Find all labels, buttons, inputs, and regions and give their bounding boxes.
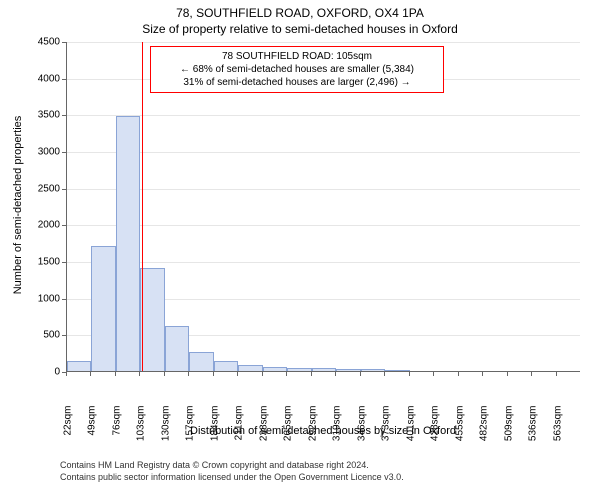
y-gridline [67, 225, 580, 226]
y-gridline [67, 115, 580, 116]
chart-title-line1: 78, SOUTHFIELD ROAD, OXFORD, OX4 1PA [0, 6, 600, 20]
histogram-bar [336, 369, 360, 371]
y-tick-label: 1500 [0, 257, 64, 268]
histogram-bar [385, 370, 409, 371]
y-tick-label: 3500 [0, 110, 64, 121]
footer: Contains HM Land Registry data © Crown c… [60, 460, 404, 483]
x-tick-mark [433, 372, 434, 376]
y-tick-label: 500 [0, 330, 64, 341]
y-tick-label: 1000 [0, 293, 64, 304]
x-tick-mark [213, 372, 214, 376]
histogram-bar [67, 361, 91, 371]
annotation-line: 78 SOUTHFIELD ROAD: 105sqm [157, 50, 437, 63]
x-tick-mark [237, 372, 238, 376]
subject-marker-line [142, 42, 143, 371]
y-tick-label: 0 [0, 367, 64, 378]
x-tick-mark [188, 372, 189, 376]
histogram-bar [361, 369, 385, 371]
annotation-box: 78 SOUTHFIELD ROAD: 105sqm← 68% of semi-… [150, 46, 444, 93]
y-gridline [67, 189, 580, 190]
x-tick-mark [90, 372, 91, 376]
x-tick-mark [139, 372, 140, 376]
histogram-bar [189, 352, 213, 371]
y-tick-label: 3000 [0, 147, 64, 158]
histogram-bar [287, 368, 311, 371]
histogram-bar [214, 361, 238, 371]
x-tick-mark [286, 372, 287, 376]
histogram-bar [91, 246, 115, 371]
histogram-bar [312, 368, 336, 371]
x-tick-mark [66, 372, 67, 376]
y-tick-label: 2000 [0, 220, 64, 231]
histogram-bar [263, 367, 287, 371]
x-tick-mark [335, 372, 336, 376]
y-gridline [67, 42, 580, 43]
histogram-bar [165, 326, 189, 371]
histogram-bar [116, 116, 140, 371]
footer-line: Contains HM Land Registry data © Crown c… [60, 460, 404, 472]
x-tick-mark [262, 372, 263, 376]
x-tick-mark [556, 372, 557, 376]
x-tick-mark [360, 372, 361, 376]
x-axis-title: Distribution of semi-detached houses by … [66, 425, 580, 437]
x-tick-mark [384, 372, 385, 376]
x-tick-mark [531, 372, 532, 376]
y-gridline [67, 262, 580, 263]
histogram-bar [140, 268, 164, 371]
x-tick-mark [482, 372, 483, 376]
x-tick-mark [507, 372, 508, 376]
y-tick-label: 2500 [0, 183, 64, 194]
x-tick-mark [311, 372, 312, 376]
y-tick-label: 4500 [0, 37, 64, 48]
annotation-line: 31% of semi-detached houses are larger (… [157, 76, 437, 89]
y-tick-label: 4000 [0, 73, 64, 84]
chart-title-line2: Size of property relative to semi-detach… [0, 22, 600, 36]
x-tick-mark [409, 372, 410, 376]
histogram-bar [238, 365, 262, 371]
x-tick-mark [458, 372, 459, 376]
y-gridline [67, 152, 580, 153]
x-tick-mark [115, 372, 116, 376]
y-axis-title: Number of semi-detached properties [12, 40, 24, 370]
x-tick-mark [164, 372, 165, 376]
footer-line: Contains public sector information licen… [60, 472, 404, 484]
annotation-line: ← 68% of semi-detached houses are smalle… [157, 63, 437, 76]
